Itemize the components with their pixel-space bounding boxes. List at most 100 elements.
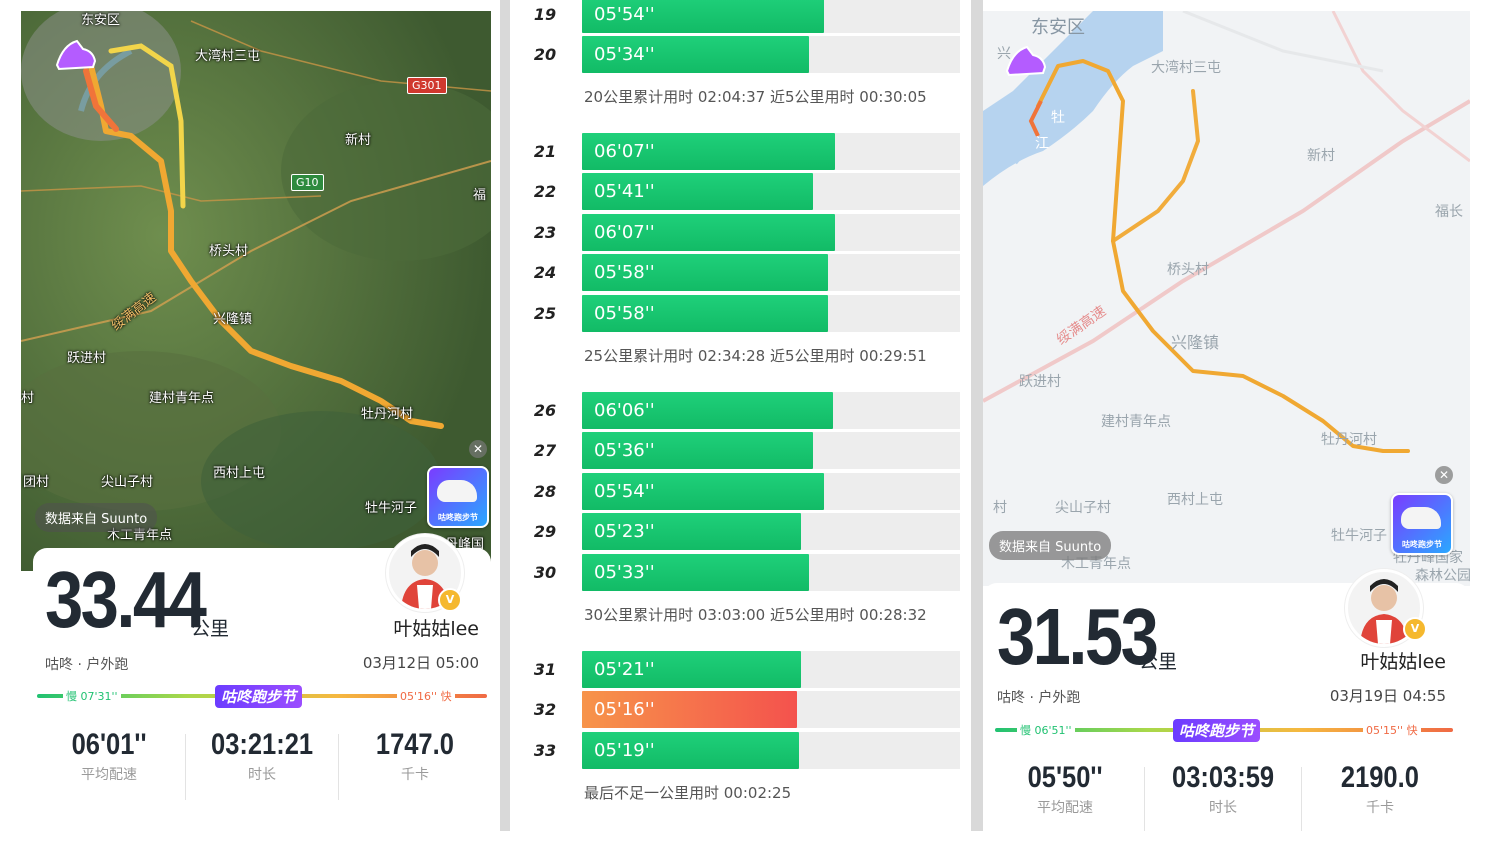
- split-km-number: 24: [533, 263, 557, 282]
- stat-calories: 1747.0 千卡: [339, 728, 491, 784]
- right-route-line: [1036, 59, 1410, 453]
- map-label: 兴: [997, 46, 1011, 62]
- split-km-number: 28: [533, 482, 557, 501]
- festival-logo: 咕咚跑步节: [1173, 719, 1261, 742]
- panel-gap: [500, 0, 510, 831]
- username[interactable]: 叶姑姑lee: [393, 618, 479, 640]
- map-label: 跃进村: [67, 351, 107, 366]
- map-label: 尖山子村: [101, 475, 154, 490]
- map-label: 新村: [345, 133, 372, 148]
- split-pace: 06'07'': [594, 141, 655, 162]
- data-source-label: 数据来自 Suunto: [35, 503, 158, 532]
- stat-divider: [338, 734, 339, 800]
- runner-shoe-icon: [53, 35, 99, 75]
- left-satellite-map[interactable]: [21, 11, 491, 571]
- split-bar: [582, 651, 801, 688]
- map-label: 大湾村三屯: [195, 49, 261, 64]
- split-list-panel[interactable]: 19 05'54'' 20 05'34'' 21 06'07'' 22 05'41'' 23 06…: [510, 0, 971, 831]
- promo-banner[interactable]: 咕咚跑步节: [1391, 493, 1453, 555]
- map-label: 跃进村: [1019, 374, 1061, 390]
- stat-divider: [185, 734, 186, 800]
- map-label: 牡丹河村: [361, 407, 414, 422]
- runner-shoe-icon: [1003, 41, 1049, 81]
- split-km-number: 19: [533, 5, 557, 24]
- stat-value: 03:21:21: [210, 728, 314, 761]
- split-summary: 最后不足一公里用时 00:02:25: [584, 784, 792, 802]
- stat-value: 06'01'': [71, 728, 147, 761]
- split-row: 30 05'33'': [510, 554, 971, 591]
- stat-value: 03:03:59: [1171, 761, 1275, 794]
- split-bar: [582, 392, 833, 429]
- split-bar: [582, 214, 835, 251]
- right-street-map[interactable]: [983, 11, 1470, 586]
- split-km-number: 31: [533, 660, 557, 679]
- split-row: 21 06'07'': [510, 133, 971, 170]
- split-row: 26 06'06'': [510, 392, 971, 429]
- slowest-pace: 慢 07'31'': [63, 688, 121, 704]
- map-label: 村: [21, 391, 35, 406]
- fastest-pace: 05'16'' 快: [397, 688, 455, 704]
- close-icon[interactable]: ✕: [469, 440, 487, 458]
- activity-date: 03月19日 04:55: [1329, 687, 1446, 705]
- stat-avg-pace: 05'50'' 平均配速: [987, 761, 1143, 817]
- verified-badge-icon: V: [438, 588, 462, 612]
- split-pace: 06'06'': [594, 400, 655, 421]
- split-summary: 20公里累计用时 02:04:37 近5公里用时 00:30:05: [584, 88, 927, 106]
- split-bar: [582, 473, 824, 510]
- stat-label: 平均配速: [81, 767, 137, 783]
- right-summary-card: 31.53 公里 V 叶姑姑lee 咕咚 · 户外跑 03月19日 04:55 …: [983, 569, 1470, 831]
- split-bar: [582, 0, 824, 33]
- split-bar: [582, 254, 828, 291]
- activity-type: 咕咚 · 户外跑: [45, 657, 129, 673]
- split-km-number: 29: [533, 522, 557, 541]
- map-label: 大湾村三屯: [1151, 60, 1221, 76]
- split-row: 29 05'23'': [510, 513, 971, 550]
- split-pace: 05'16'': [594, 699, 655, 720]
- map-label: 建村青年点: [1101, 414, 1171, 430]
- split-bar: [582, 36, 809, 73]
- distance-value: 31.53: [997, 592, 1159, 681]
- map-label: 兴隆镇: [1171, 333, 1220, 352]
- split-row: 32 05'16'': [510, 691, 971, 728]
- highway-shield-g301: G301: [407, 77, 447, 94]
- split-row: 22 05'41'': [510, 173, 971, 210]
- map-label: 福长: [1435, 204, 1463, 220]
- split-km-number: 32: [533, 700, 557, 719]
- map-label: 兴隆镇: [213, 312, 253, 327]
- split-km-number: 26: [533, 401, 557, 420]
- split-row: 20 05'34'': [510, 36, 971, 73]
- split-pace: 05'19'': [594, 740, 655, 761]
- username[interactable]: 叶姑姑lee: [1360, 651, 1446, 673]
- split-km-number: 30: [533, 563, 557, 582]
- shoe-icon: [1401, 507, 1441, 529]
- shoe-icon: [437, 480, 477, 502]
- map-label: 建村青年点: [149, 391, 215, 406]
- stat-label: 时长: [248, 767, 276, 783]
- map-label: 森林公园: [1415, 568, 1470, 584]
- map-label: 桥头村: [1167, 262, 1209, 278]
- map-label: 木工青年点: [1061, 556, 1131, 572]
- avatar[interactable]: [386, 534, 464, 612]
- map-label: 西村上屯: [1167, 492, 1223, 508]
- split-bar-fastest: [582, 691, 797, 728]
- stat-label: 平均配速: [1037, 800, 1093, 816]
- promo-banner[interactable]: 咕咚跑步节: [427, 466, 489, 528]
- split-row: 23 06'07'': [510, 214, 971, 251]
- data-source-label: 数据来自 Suunto: [989, 531, 1112, 560]
- left-summary-card: 33.44 公里 V 叶姑姑lee 咕咚 · 户外跑 03月12日 05:00 …: [33, 534, 491, 831]
- stat-label: 千卡: [401, 767, 429, 783]
- panel-gap: [971, 0, 983, 831]
- avatar[interactable]: [1345, 569, 1423, 647]
- promo-text: 咕咚跑步节: [438, 513, 478, 522]
- split-km-number: 33: [533, 741, 557, 760]
- festival-logo: 咕咚跑步节: [215, 685, 303, 708]
- split-km-number: 27: [533, 441, 557, 460]
- split-bar: [582, 554, 809, 591]
- close-icon[interactable]: ✕: [1435, 466, 1453, 484]
- stat-avg-pace: 06'01'' 平均配速: [33, 728, 185, 784]
- map-label: 牡: [1051, 110, 1065, 126]
- split-row: 25 05'58'': [510, 295, 971, 332]
- distance-unit: 公里: [191, 618, 230, 640]
- stat-label: 时长: [1209, 800, 1237, 816]
- stat-value: 1747.0: [375, 728, 454, 761]
